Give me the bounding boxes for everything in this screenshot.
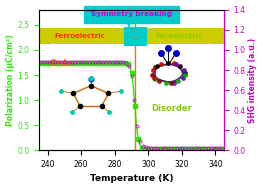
FancyBboxPatch shape bbox=[84, 6, 179, 23]
Y-axis label: SHG intensity (a.u.): SHG intensity (a.u.) bbox=[249, 37, 257, 123]
Text: Symmetry breaking: Symmetry breaking bbox=[91, 11, 172, 17]
Y-axis label: Polarization (μC/cm²): Polarization (μC/cm²) bbox=[6, 34, 14, 126]
Text: Disorder: Disorder bbox=[152, 104, 193, 113]
Text: $T_c$: $T_c$ bbox=[130, 30, 140, 43]
X-axis label: Temperature (K): Temperature (K) bbox=[90, 174, 173, 184]
Text: Order: Order bbox=[49, 59, 77, 68]
FancyBboxPatch shape bbox=[124, 27, 146, 45]
Text: Paraelectric: Paraelectric bbox=[156, 33, 203, 39]
Polygon shape bbox=[214, 28, 224, 44]
Polygon shape bbox=[39, 28, 49, 44]
Text: Ferroelectric: Ferroelectric bbox=[54, 33, 105, 39]
FancyBboxPatch shape bbox=[39, 28, 224, 44]
